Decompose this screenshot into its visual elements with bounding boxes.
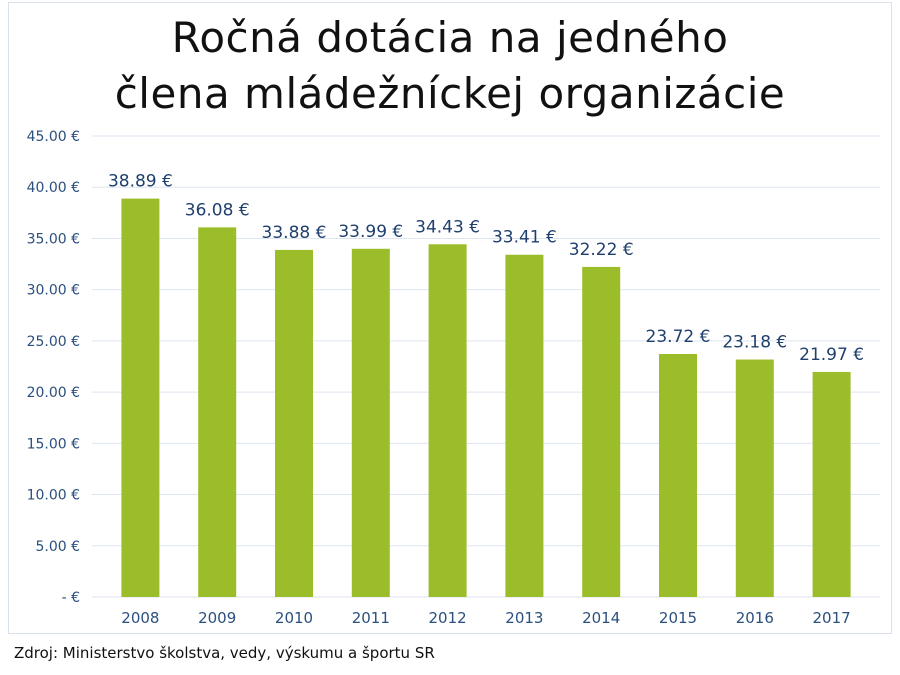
y-tick-label: 20.00 € [27,385,80,401]
chart-title-line-2: člena mládežníckej organizácie [114,69,786,118]
bar-2013 [505,254,544,598]
bar-chart: - € 5.00 € 10.00 € 15.00 € 20.00 € 25.00 € 30.… [27,129,880,627]
x-tick-label-2015: 2015 [659,609,697,627]
bar-2014 [582,266,621,597]
data-label-2008: 38.89 € [108,172,173,192]
bars [121,198,851,598]
data-label-2010: 33.88 € [262,223,327,243]
x-tick-label-2008: 2008 [121,609,159,627]
x-tick-label-2016: 2016 [736,609,774,627]
x-tick-label-2010: 2010 [275,609,313,627]
x-tick-label-2013: 2013 [505,609,543,627]
x-tick-label-2009: 2009 [198,609,236,627]
y-tick-label: - € [62,590,80,606]
source-note: Zdroj: Ministerstvo školstva, vedy, výsk… [14,644,435,662]
y-axis-ticks: - € 5.00 € 10.00 € 15.00 € 20.00 € 25.00 € 30.… [27,129,80,606]
data-label-2014: 32.22 € [569,240,634,260]
x-tick-label-2014: 2014 [582,609,620,627]
x-tick-label-2011: 2011 [352,609,390,627]
data-label-2013: 33.41 € [492,228,557,248]
data-label-2012: 34.43 € [415,217,480,237]
bar-2017 [812,371,851,597]
data-label-2011: 33.99 € [338,222,403,242]
bar-2012 [428,244,467,597]
bar-2008 [121,198,160,597]
y-tick-label: 10.00 € [27,488,80,504]
data-label-2015: 23.72 € [646,327,711,347]
y-tick-label: 15.00 € [27,436,80,452]
bar-2011 [351,248,390,598]
y-tick-label: 30.00 € [27,283,80,299]
data-label-2017: 21.97 € [799,345,864,365]
data-label-2016: 23.18 € [722,333,787,353]
chart-title-line-1: Ročná dotácia na jedného [171,13,729,62]
chart-frame [8,2,892,634]
data-label-2009: 36.08 € [185,200,250,220]
y-tick-label: 5.00 € [35,539,80,555]
data-labels: 38.89 € 36.08 € 33.88 € 33.99 € 34.43 € 33.41… [108,172,864,365]
x-axis-ticks: 2008 2009 2010 2011 2012 2013 2014 2015 2016 2017 [121,609,850,627]
bar-2015 [659,354,697,597]
y-tick-label: 45.00 € [27,129,80,145]
bar-2009 [198,227,237,598]
y-tick-label: 35.00 € [27,231,80,247]
chart-title: Ročná dotácia na jedného člena mládežníc… [0,10,900,122]
x-tick-label-2012: 2012 [429,609,467,627]
bar-2016 [735,359,774,597]
bar-2010 [275,249,313,598]
x-tick-label-2017: 2017 [813,609,851,627]
y-tick-label: 25.00 € [27,334,80,350]
y-tick-label: 40.00 € [27,180,80,196]
